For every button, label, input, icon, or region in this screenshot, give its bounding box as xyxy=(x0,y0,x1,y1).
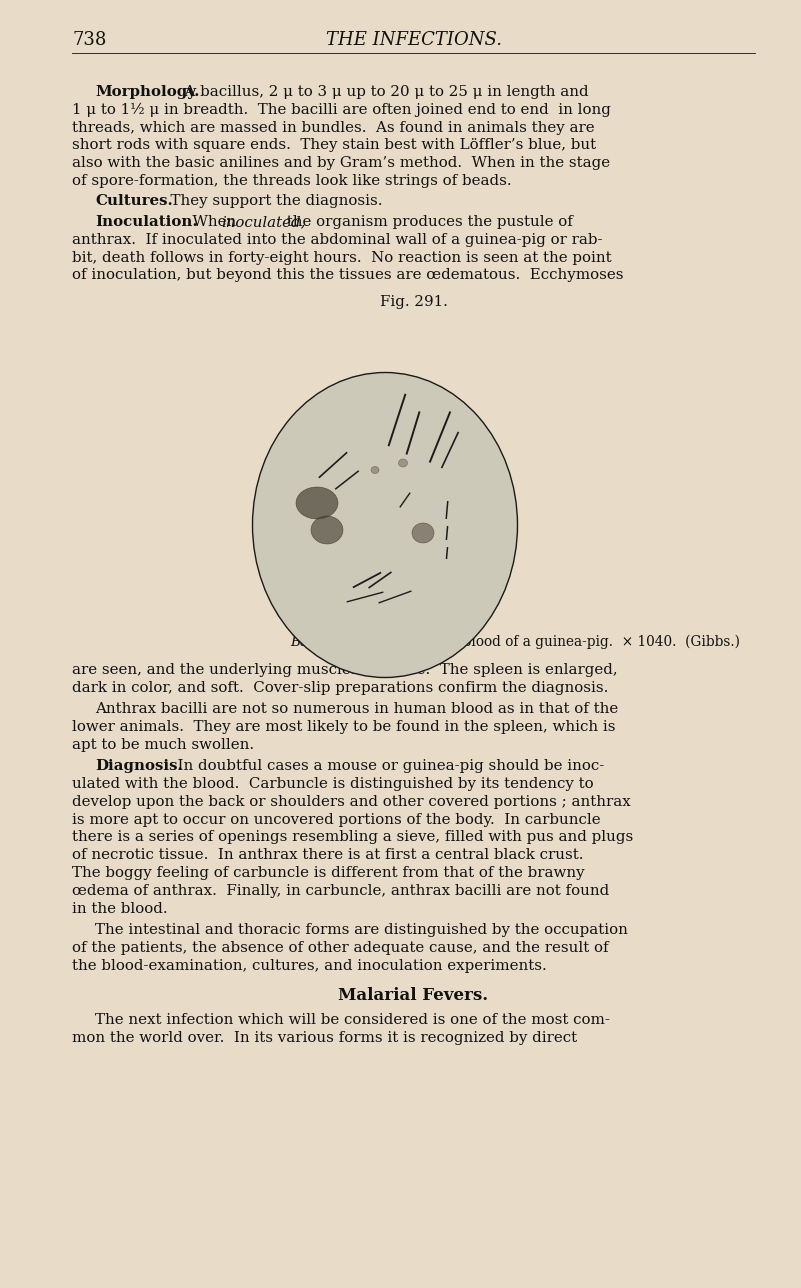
Text: Anthrax bacilli are not so numerous in human blood as in that of the: Anthrax bacilli are not so numerous in h… xyxy=(95,702,618,716)
Ellipse shape xyxy=(412,523,434,544)
Text: the organism produces the pustule of: the organism produces the pustule of xyxy=(282,215,573,229)
Text: In doubtful cases a mouse or guinea-pig should be inoc-: In doubtful cases a mouse or guinea-pig … xyxy=(168,759,604,773)
Text: lower animals.  They are most likely to be found in the spleen, which is: lower animals. They are most likely to b… xyxy=(72,720,615,734)
Text: Inoculation.: Inoculation. xyxy=(95,215,198,229)
Ellipse shape xyxy=(296,487,338,519)
Text: THE INFECTIONS.: THE INFECTIONS. xyxy=(325,31,501,49)
Ellipse shape xyxy=(311,516,343,544)
Text: of spore-formation, the threads look like strings of beads.: of spore-formation, the threads look lik… xyxy=(72,174,512,188)
Text: œdema of anthrax.  Finally, in carbuncle, anthrax bacilli are not found: œdema of anthrax. Finally, in carbuncle,… xyxy=(72,884,610,898)
Ellipse shape xyxy=(399,459,408,468)
Text: also with the basic anilines and by Gram’s method.  When in the stage: also with the basic anilines and by Gram… xyxy=(72,156,610,170)
Ellipse shape xyxy=(252,372,517,677)
Text: short rods with square ends.  They stain best with Löffler’s blue, but: short rods with square ends. They stain … xyxy=(72,138,596,152)
Text: dark in color, and soft.  Cover-slip preparations confirm the diagnosis.: dark in color, and soft. Cover-slip prep… xyxy=(72,681,609,696)
Text: inoculated,: inoculated, xyxy=(221,215,305,229)
Text: A bacillus, 2 μ to 3 μ up to 20 μ to 25 μ in length and: A bacillus, 2 μ to 3 μ up to 20 μ to 25 … xyxy=(175,85,589,99)
Text: threads, which are massed in bundles.  As found in animals they are: threads, which are massed in bundles. As… xyxy=(72,121,594,135)
Text: Morphology.: Morphology. xyxy=(95,85,199,99)
Text: of necrotic tissue.  In anthrax there is at first a central black crust.: of necrotic tissue. In anthrax there is … xyxy=(72,849,583,862)
Text: apt to be much swollen.: apt to be much swollen. xyxy=(72,738,254,752)
Text: mon the world over.  In its various forms it is recognized by direct: mon the world over. In its various forms… xyxy=(72,1030,578,1045)
Ellipse shape xyxy=(371,466,379,474)
Text: The intestinal and thoracic forms are distinguished by the occupation: The intestinal and thoracic forms are di… xyxy=(95,923,628,936)
Text: Cultures.: Cultures. xyxy=(95,194,173,209)
Text: in the blood of a guinea-pig.  × 1040.  (Gibbs.): in the blood of a guinea-pig. × 1040. (G… xyxy=(413,635,739,649)
Text: develop upon the back or shoulders and other covered portions ; anthrax: develop upon the back or shoulders and o… xyxy=(72,795,630,809)
Text: They support the diagnosis.: They support the diagnosis. xyxy=(161,194,382,209)
Text: Diagnosis.: Diagnosis. xyxy=(95,759,183,773)
Text: Fig. 291.: Fig. 291. xyxy=(380,295,448,309)
Text: The boggy feeling of carbuncle is different from that of the brawny: The boggy feeling of carbuncle is differ… xyxy=(72,866,585,880)
Text: Malarial Fevers.: Malarial Fevers. xyxy=(339,987,489,1005)
Text: anthrax.  If inoculated into the abdominal wall of a guinea-pig or rab-: anthrax. If inoculated into the abdomina… xyxy=(72,233,602,247)
Text: ulated with the blood.  Carbuncle is distinguished by its tendency to: ulated with the blood. Carbuncle is dist… xyxy=(72,777,594,791)
Text: bit, death follows in forty-eight hours.  No reaction is seen at the point: bit, death follows in forty-eight hours.… xyxy=(72,251,612,264)
Text: in the blood.: in the blood. xyxy=(72,902,167,916)
Text: of inoculation, but beyond this the tissues are œdematous.  Ecchymoses: of inoculation, but beyond this the tiss… xyxy=(72,268,623,282)
Text: When: When xyxy=(183,215,240,229)
Text: are seen, and the underlying muscles are pale.  The spleen is enlarged,: are seen, and the underlying muscles are… xyxy=(72,663,618,677)
Text: 1 μ to 1½ μ in breadth.  The bacilli are often joined end to end  in long: 1 μ to 1½ μ in breadth. The bacilli are … xyxy=(72,103,611,117)
Text: the blood-examination, cultures, and inoculation experiments.: the blood-examination, cultures, and ino… xyxy=(72,958,547,972)
Text: The next infection which will be considered is one of the most com-: The next infection which will be conside… xyxy=(95,1012,610,1027)
Text: 738: 738 xyxy=(72,31,107,49)
Text: of the patients, the absence of other adequate cause, and the result of: of the patients, the absence of other ad… xyxy=(72,940,609,954)
Text: there is a series of openings resembling a sieve, filled with pus and plugs: there is a series of openings resembling… xyxy=(72,831,634,845)
Text: is more apt to occur on uncovered portions of the body.  In carbuncle: is more apt to occur on uncovered portio… xyxy=(72,813,601,827)
Text: Bacillus anthracis: Bacillus anthracis xyxy=(290,635,413,649)
